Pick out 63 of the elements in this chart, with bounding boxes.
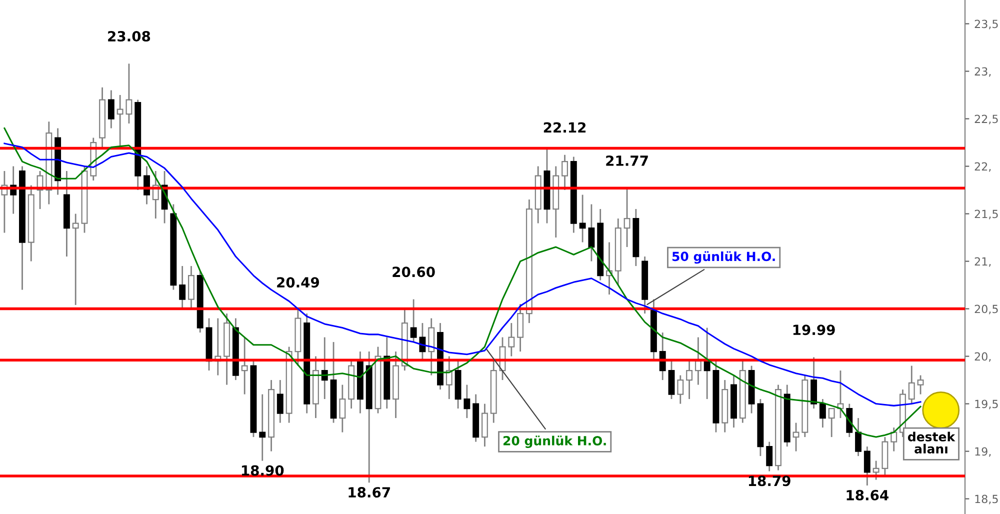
annotation: 21.77 xyxy=(606,155,648,166)
y-tick-label: 22, xyxy=(974,162,991,172)
candlestick xyxy=(482,403,488,448)
annotation: 20.49 xyxy=(277,277,320,288)
candlestick xyxy=(704,327,710,400)
y-tick-label: 21, xyxy=(974,257,991,267)
candlestick xyxy=(126,62,132,124)
y-tick-label: 20, xyxy=(974,352,991,362)
candlestick xyxy=(179,265,186,310)
candlestick xyxy=(855,417,862,457)
annotation: 18.79 xyxy=(748,476,790,486)
y-tick-label: 23,5 xyxy=(974,20,998,30)
y-tick-label: 19, xyxy=(975,447,991,457)
annotation: 19.99 xyxy=(793,324,835,336)
candlestick xyxy=(464,384,470,419)
candlestick xyxy=(410,298,417,343)
annotation: 20.60 xyxy=(392,266,435,278)
candlestick xyxy=(241,336,248,395)
line-series xyxy=(4,142,922,406)
text: 20 günlük H.O. xyxy=(504,436,606,448)
y-tick-label: 19,5 xyxy=(975,400,998,410)
candlestick xyxy=(908,365,915,404)
y-tick-label: 18,5 xyxy=(975,494,998,504)
candlestick xyxy=(72,213,79,306)
candlestick xyxy=(890,426,898,452)
annotation: 22.12 xyxy=(544,122,586,133)
annotation: 18.90 xyxy=(242,465,284,476)
candlestick xyxy=(846,403,853,438)
candlestick xyxy=(446,356,452,400)
annotation: 18.64 xyxy=(846,490,888,500)
candlestick xyxy=(872,460,880,480)
candlestick xyxy=(819,398,826,428)
annotation: 18.67 xyxy=(348,487,390,498)
candlestick xyxy=(579,194,586,243)
candlestick xyxy=(792,422,800,452)
candlestick xyxy=(810,356,818,410)
candlestick xyxy=(677,374,684,404)
candlestick xyxy=(276,379,284,424)
candlestick xyxy=(508,322,515,357)
annotation: destek alanı xyxy=(908,432,956,454)
candlestick xyxy=(562,154,568,191)
candlestick xyxy=(517,303,524,352)
candlestick xyxy=(864,446,870,486)
y-tick-label: 22,5 xyxy=(974,114,998,124)
candlestick xyxy=(259,394,266,462)
candlestick xyxy=(116,94,124,148)
candlestick xyxy=(188,265,194,310)
y-tick-label: 21,5 xyxy=(974,210,998,220)
candlestick xyxy=(686,360,693,400)
candlestick xyxy=(588,204,595,262)
candlestick xyxy=(668,360,675,400)
text: 50 günlük H.O. xyxy=(672,251,775,264)
candlestick xyxy=(339,384,346,433)
candlestick xyxy=(108,90,114,129)
annotation: 23.08 xyxy=(108,31,150,42)
candlestick xyxy=(766,441,773,472)
candlestick xyxy=(694,336,702,386)
candlestick xyxy=(624,187,630,248)
y-tick-label: 20,5 xyxy=(974,304,998,314)
candlestick xyxy=(828,408,835,438)
candlestick xyxy=(917,374,924,395)
candlestick xyxy=(428,318,435,376)
y-tick-label: 23, xyxy=(974,67,991,77)
